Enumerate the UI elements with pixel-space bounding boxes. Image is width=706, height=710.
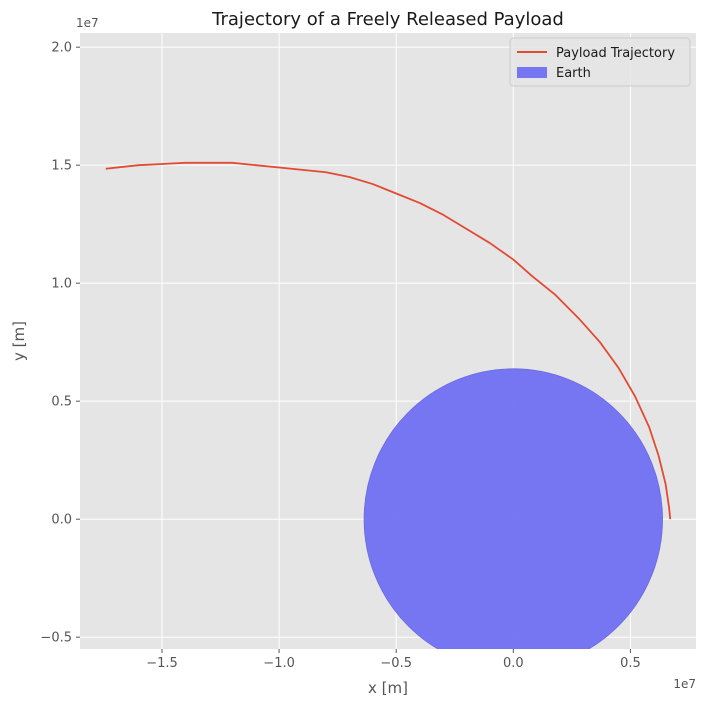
legend-frame [509, 37, 691, 87]
x-tick-label: −1.5 [146, 656, 178, 671]
chart-title: Trajectory of a Freely Released Payload [211, 9, 564, 30]
legend-label-trajectory: Payload Trajectory [556, 46, 675, 61]
x-axis-label: x [m] [368, 679, 408, 697]
y-tick-label: 2.0 [51, 41, 72, 56]
y-tick-label: 0.0 [51, 513, 72, 528]
legend: Payload Trajectory Earth [509, 37, 691, 87]
tick-labels: −1.5 −1.0 −0.5 0.0 0.5 −0.5 0.0 0.5 1.0 1.5 2.0 [40, 41, 640, 671]
x-tick-label: 0.5 [620, 656, 641, 671]
earth-circle [363, 368, 663, 649]
y-tick-label: −0.5 [40, 631, 72, 646]
trajectory-line [105, 161, 672, 520]
x-tick-label: −1.0 [263, 656, 295, 671]
x-axis-offset-label: 1e7 [673, 677, 696, 691]
x-tick-label: 0.0 [503, 656, 524, 671]
y-tick-label: 0.5 [51, 395, 72, 410]
y-axis-label: y [m] [10, 321, 28, 361]
y-axis-offset-label: 1e7 [76, 16, 99, 30]
legend-patch-swatch [517, 67, 547, 78]
y-tick-label: 1.0 [51, 277, 72, 292]
data-layer [105, 161, 672, 649]
x-tick-label: −0.5 [380, 656, 412, 671]
legend-label-earth: Earth [556, 66, 591, 81]
y-tick-label: 1.5 [51, 159, 72, 174]
